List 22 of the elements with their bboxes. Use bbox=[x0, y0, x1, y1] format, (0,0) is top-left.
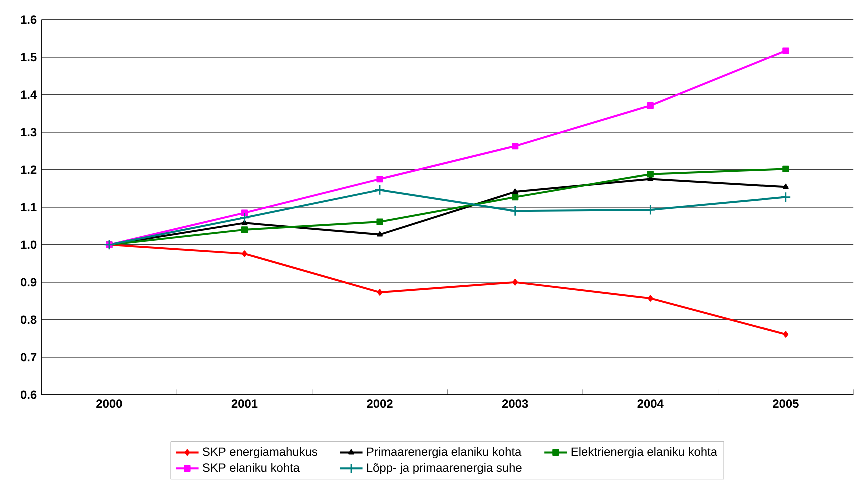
y-tick-label: 1.3 bbox=[21, 128, 37, 137]
y-tick-label: 1.2 bbox=[21, 166, 37, 174]
legend-label: Elektrienergia elaniku kohta bbox=[572, 448, 718, 459]
x-tick-label: 2002 bbox=[367, 400, 393, 408]
x-tick-label: 2004 bbox=[638, 400, 664, 408]
y-tick-label: 1.5 bbox=[21, 53, 37, 62]
legend-label: SKP energiamahukus bbox=[202, 448, 318, 459]
y-tick-label: 1.1 bbox=[21, 204, 37, 212]
legend-label: Primaarenergia elaniku kohta bbox=[367, 448, 522, 459]
x-tick-label: 2003 bbox=[502, 400, 528, 408]
y-tick-label: 0.9 bbox=[20, 278, 37, 287]
legend-label: Lõpp- ja primaarenergia suhe bbox=[367, 464, 522, 475]
y-tick-label: 0.6 bbox=[20, 390, 37, 400]
y-tick-label: 1.6 bbox=[21, 16, 37, 24]
x-tick-label: 2005 bbox=[773, 400, 799, 408]
legend-label: SKP elaniku kohta bbox=[202, 464, 300, 472]
y-tick-label: 1.0 bbox=[21, 240, 37, 250]
x-tick-label: 2001 bbox=[232, 400, 258, 408]
y-tick-label: 0.8 bbox=[20, 316, 37, 324]
x-tick-label: 2000 bbox=[96, 400, 122, 408]
y-tick-label: 0.7 bbox=[20, 353, 37, 362]
y-tick-label: 1.4 bbox=[21, 91, 38, 100]
